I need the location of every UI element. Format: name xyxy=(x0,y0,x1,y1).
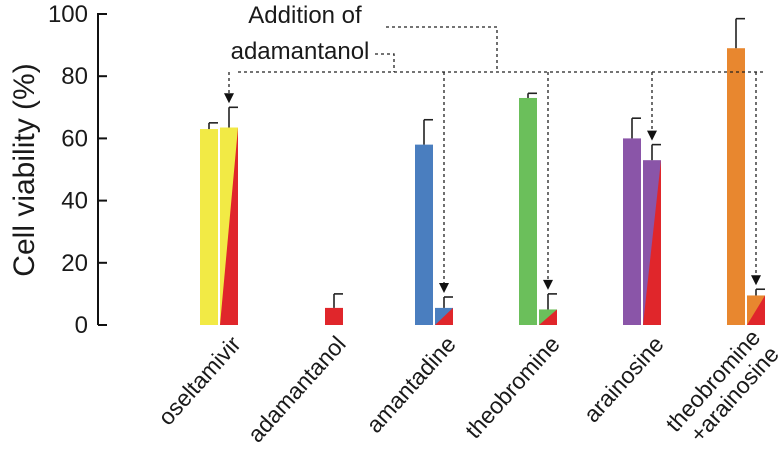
y-tick-label: 80 xyxy=(61,63,88,90)
y-tick-label: 60 xyxy=(61,125,88,152)
error-bars xyxy=(208,17,765,310)
adamantanol-overlay xyxy=(539,309,557,325)
annotation-line-1: Addition of xyxy=(248,2,362,29)
arrow-head xyxy=(439,283,449,294)
bar-theobrominearainosine xyxy=(727,48,745,326)
category-label: oseltamivir xyxy=(153,331,246,430)
category-label: theobromine xyxy=(460,331,565,443)
arrow-head xyxy=(751,275,761,286)
bars xyxy=(200,48,765,326)
annotation: Addition of adamantanol xyxy=(224,2,766,294)
arrow-head xyxy=(647,130,657,141)
category-label-line: oseltamivir xyxy=(153,331,246,430)
bar-oseltamivir xyxy=(200,129,218,325)
adamantanol-overlay xyxy=(747,295,765,325)
arrow-head xyxy=(543,279,553,290)
category-label-line: amantadine xyxy=(361,331,461,438)
annotation-line-2: adamantanol xyxy=(231,38,370,65)
category-label: theobromine+arainosine xyxy=(660,324,780,453)
adamantanol-overlay xyxy=(435,307,453,325)
bar-adamantanol xyxy=(325,307,343,325)
y-tick-label: 40 xyxy=(61,188,88,215)
y-tick-label: 0 xyxy=(75,312,88,339)
y-tick-label: 20 xyxy=(61,250,88,277)
category-label-line: arainosine xyxy=(578,331,668,427)
connector-line xyxy=(375,53,395,72)
axes: 0 20 40 60 80 100 xyxy=(48,1,107,339)
arrow-head xyxy=(224,93,234,104)
adamantanol-overlay xyxy=(643,160,661,325)
category-label-line: theobromine xyxy=(460,331,565,443)
y-axis-label: Cell viability (%) xyxy=(8,63,41,276)
category-label: amantadine xyxy=(361,331,461,438)
bar-theobromine xyxy=(519,97,537,325)
bar-arainosine xyxy=(623,138,641,325)
connector-line xyxy=(386,26,498,72)
bar-amantadine xyxy=(415,144,433,325)
category-label: arainosine xyxy=(578,331,668,427)
y-tick-label: 100 xyxy=(48,1,88,28)
adamantanol-overlay xyxy=(220,127,238,325)
category-label: adamantanol xyxy=(242,331,350,447)
category-label-line: adamantanol xyxy=(242,331,350,447)
